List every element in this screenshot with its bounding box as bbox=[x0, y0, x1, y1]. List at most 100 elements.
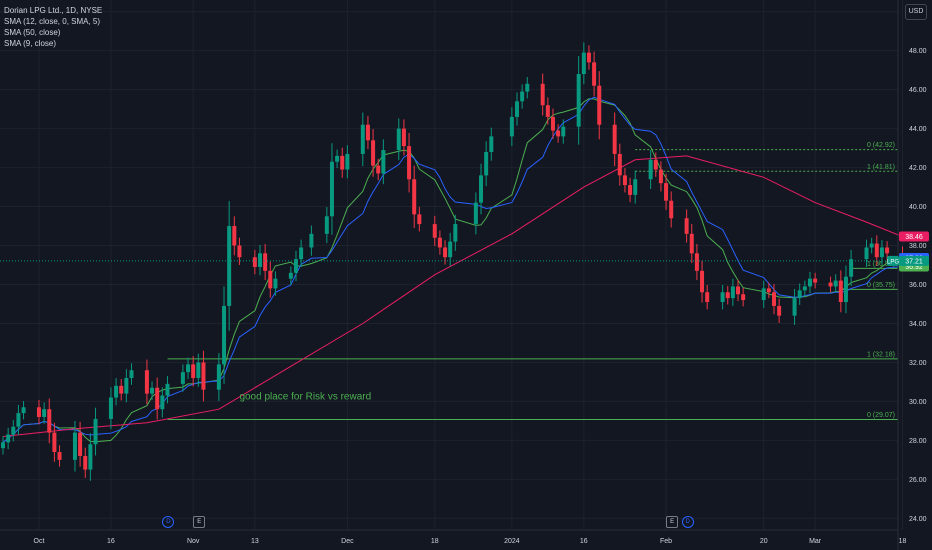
candle-body bbox=[88, 444, 93, 470]
candle-body bbox=[520, 91, 525, 102]
candle-body bbox=[324, 216, 329, 234]
candle-body bbox=[144, 370, 149, 394]
candle-body bbox=[191, 364, 196, 379]
x-tick-label: 2024 bbox=[504, 538, 520, 545]
candle-body bbox=[509, 116, 514, 137]
candle-body bbox=[561, 126, 566, 137]
earnings-marker[interactable]: E bbox=[193, 516, 206, 528]
candle-body bbox=[576, 74, 581, 127]
annotations: good place for Risk vs reward bbox=[239, 391, 371, 402]
indicator-price-tag-text: 36.92 bbox=[905, 264, 923, 271]
candle-body bbox=[124, 378, 129, 394]
candle-body bbox=[201, 362, 206, 390]
candle-body bbox=[186, 364, 191, 373]
indicator-price-tag-text: 38.46 bbox=[905, 234, 923, 241]
candle-body bbox=[489, 136, 494, 152]
candle-body bbox=[268, 270, 273, 289]
candle-body bbox=[792, 298, 797, 316]
candle-body bbox=[299, 247, 304, 260]
candle-body bbox=[93, 418, 98, 445]
candle-body bbox=[628, 185, 633, 195]
x-tick-label: Nov bbox=[187, 538, 200, 545]
fib-levels: 0 (42.92) 1 (41.81) 1 (36.83) 0 (35.75) 1 (3… bbox=[167, 142, 898, 421]
candle-body bbox=[802, 286, 807, 291]
candle-body bbox=[838, 280, 843, 303]
candle-body bbox=[653, 159, 658, 170]
candle-body bbox=[592, 62, 597, 86]
candle-body bbox=[1, 442, 5, 449]
candle-body bbox=[879, 247, 884, 258]
fib-level-label: 0 (29.07) bbox=[867, 412, 895, 419]
sma9-line bbox=[2, 98, 903, 443]
candle-body bbox=[237, 245, 242, 258]
candle-body bbox=[622, 175, 627, 186]
candle-body bbox=[772, 292, 776, 306]
candle-body bbox=[473, 202, 478, 225]
indicator-sma50[interactable]: SMA (50, close) bbox=[4, 28, 61, 37]
candle-body bbox=[761, 288, 766, 301]
candle-body bbox=[180, 372, 185, 384]
candle-body bbox=[612, 124, 617, 154]
time-axis[interactable]: Oct16Nov13Dec18202416Feb20Mar18Apr15May bbox=[0, 529, 932, 545]
candle-body bbox=[129, 370, 134, 379]
candle-body bbox=[396, 128, 401, 151]
candle-body bbox=[6, 434, 11, 443]
candle-body bbox=[432, 224, 437, 238]
candle-body bbox=[828, 282, 833, 287]
y-tick-label: 40.00 bbox=[909, 204, 927, 211]
candle-body bbox=[617, 153, 622, 176]
candle-body bbox=[515, 101, 519, 117]
candle-body bbox=[365, 124, 370, 141]
earnings-marker[interactable]: E bbox=[666, 516, 679, 528]
candle-body bbox=[700, 270, 705, 293]
candle-body bbox=[114, 385, 119, 398]
candle-body bbox=[741, 294, 746, 301]
moving-averages bbox=[2, 96, 903, 443]
fib-level-label: 0 (42.92) bbox=[867, 142, 895, 149]
x-tick-label: Oct bbox=[34, 538, 45, 545]
x-tick-label: 16 bbox=[580, 538, 588, 545]
y-tick-label: 48.00 bbox=[909, 48, 927, 55]
fib-level-label: 1 (41.81) bbox=[867, 164, 895, 171]
candle-body bbox=[525, 83, 530, 92]
candle-body bbox=[797, 290, 802, 299]
candle-body bbox=[108, 397, 113, 419]
candle-body bbox=[196, 362, 201, 379]
x-tick-label: 18 bbox=[899, 538, 907, 545]
candle-body bbox=[345, 153, 350, 170]
candle-body bbox=[550, 116, 555, 131]
candle-body bbox=[21, 407, 26, 414]
candle-body bbox=[736, 286, 741, 295]
candle-body bbox=[597, 85, 602, 125]
candle-body bbox=[47, 409, 52, 433]
symbol-tag bbox=[887, 255, 899, 266]
symbol-title[interactable]: Dorian LPG Ltd., 1D, NYSE bbox=[4, 6, 103, 15]
dividend-marker[interactable]: D bbox=[162, 516, 175, 528]
candle-body bbox=[633, 179, 638, 195]
candle-body bbox=[371, 140, 376, 166]
candle-body bbox=[453, 224, 458, 242]
y-tick-label: 26.00 bbox=[909, 477, 927, 484]
annotation-text[interactable]: good place for Risk vs reward bbox=[239, 391, 371, 402]
indicator-sma9[interactable]: SMA (9, close) bbox=[4, 39, 57, 48]
candle-body bbox=[160, 395, 165, 410]
candle-body bbox=[684, 218, 689, 234]
candle-body bbox=[155, 387, 160, 410]
candle-body bbox=[730, 286, 735, 299]
candle-body bbox=[293, 259, 298, 273]
candle-body bbox=[437, 237, 442, 248]
indicator-sma12[interactable]: SMA (12, close, 0, SMA, 5) bbox=[4, 17, 101, 26]
candle-body bbox=[648, 159, 653, 180]
candle-body bbox=[885, 247, 890, 254]
currency-button[interactable]: USD bbox=[905, 4, 927, 20]
indicator-price-tag bbox=[899, 231, 929, 242]
x-tick-label: 20 bbox=[760, 538, 768, 545]
y-tick-label: 44.00 bbox=[909, 126, 927, 133]
candle-body bbox=[766, 288, 771, 293]
candle-body bbox=[581, 52, 586, 75]
candle-body bbox=[479, 175, 484, 203]
y-tick-label: 32.00 bbox=[909, 360, 927, 367]
dividend-marker[interactable]: D bbox=[681, 516, 694, 528]
